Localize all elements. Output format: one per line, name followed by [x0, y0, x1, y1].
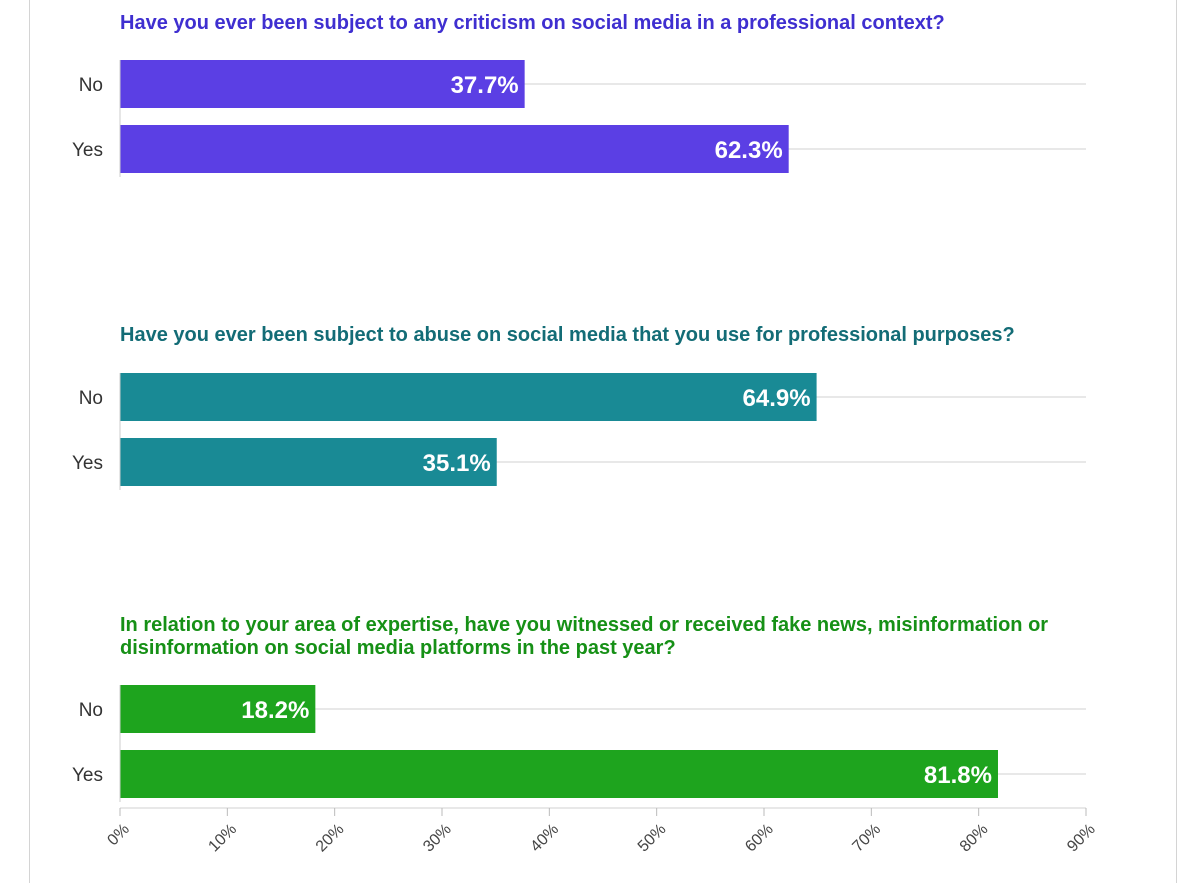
- category-label-no: No: [79, 388, 103, 409]
- x-axis: 0% 10% 20% 30% 40% 50% 60% 70% 80% 90%: [104, 807, 1099, 856]
- category-label-no: No: [79, 75, 103, 96]
- panel-2-title-line-1: Have you ever been subject to abuse on s…: [120, 324, 1015, 346]
- frame-border-left: [29, 0, 30, 883]
- x-tick-label: 50%: [635, 821, 670, 856]
- chart-panel-3: In relation to your area of expertise, h…: [72, 614, 1086, 802]
- x-tick-label: 0%: [104, 821, 132, 849]
- bar-panel-1-yes: [120, 125, 789, 173]
- x-tick-label: 30%: [420, 821, 455, 856]
- bar-value-label: 35.1%: [423, 450, 491, 477]
- x-tick-label: 40%: [527, 821, 562, 856]
- bar-value-label: 37.7%: [451, 72, 519, 99]
- x-tick-label: 70%: [849, 821, 884, 856]
- bar-value-label: 62.3%: [715, 137, 783, 164]
- chart-panel-2: Have you ever been subject to abuse on s…: [72, 324, 1086, 490]
- frame-border-right: [1176, 0, 1177, 883]
- x-tick-label: 80%: [957, 821, 992, 856]
- x-tick-label: 20%: [313, 821, 348, 856]
- x-tick-label: 60%: [742, 821, 777, 856]
- bar-value-label: 81.8%: [924, 762, 992, 789]
- bar-value-label: 18.2%: [241, 697, 309, 724]
- category-label-yes: Yes: [72, 765, 103, 786]
- panel-3-title-line-1: In relation to your area of expertise, h…: [120, 614, 1048, 636]
- bar-panel-2-no: [120, 373, 817, 421]
- category-label-no: No: [79, 700, 103, 721]
- category-label-yes: Yes: [72, 140, 103, 161]
- bar-panel-3-yes: [120, 750, 998, 798]
- bar-panel-1-no: [120, 60, 525, 108]
- panel-3-title-line-2: disinformation on social media platforms…: [120, 637, 676, 659]
- category-label-yes: Yes: [72, 453, 103, 474]
- chart-panel-1: Have you ever been subject to any critic…: [72, 12, 1086, 177]
- bar-value-label: 64.9%: [743, 385, 811, 412]
- x-tick-label: 90%: [1064, 821, 1099, 856]
- bar-panel-3-no: [120, 685, 316, 733]
- x-tick-label: 10%: [205, 821, 240, 856]
- bar-panel-2-yes: [120, 438, 497, 486]
- panel-1-title-line-1: Have you ever been subject to any critic…: [120, 12, 945, 34]
